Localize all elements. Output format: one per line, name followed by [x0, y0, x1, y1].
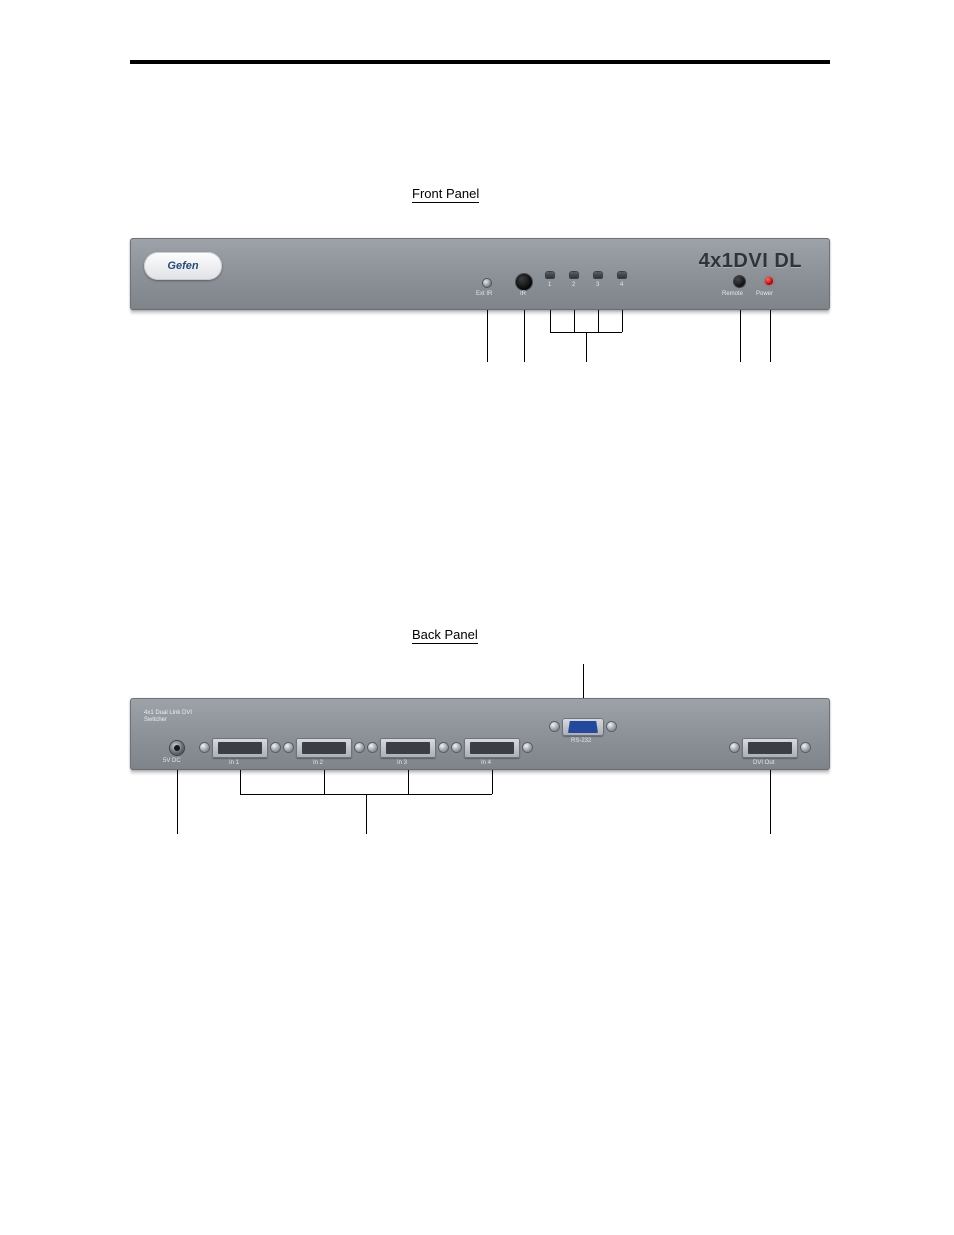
callout-line: [770, 310, 771, 362]
device-brand: 4x1DVI DL: [699, 250, 802, 273]
silk-in1: In 1: [229, 760, 239, 766]
led-4: [618, 272, 626, 278]
dvi-out: [742, 738, 798, 758]
dvi-in-3: [380, 738, 436, 758]
power-led: [765, 277, 773, 285]
callout-line: [240, 770, 241, 794]
remote-button: [734, 276, 745, 287]
callout-line: [586, 332, 587, 362]
silk-power: Power: [756, 291, 773, 297]
callout-line: [740, 310, 741, 362]
silk-ext-ir: Ext IR: [476, 291, 492, 297]
dvi-in-4: [464, 738, 520, 758]
led-2: [570, 272, 578, 278]
callout-line: [524, 310, 525, 362]
silk-4: 4: [620, 282, 623, 288]
front-panel-title: Front Panel: [412, 186, 479, 201]
silk-in2: In 2: [313, 760, 323, 766]
callout-line: [583, 664, 584, 698]
silk-in3: In 3: [397, 760, 407, 766]
rs232-port: [562, 718, 604, 736]
callout-line: [492, 770, 493, 794]
led-1: [546, 272, 554, 278]
silk-in4: In 4: [481, 760, 491, 766]
callout-line: [324, 770, 325, 794]
silk-3: 3: [596, 282, 599, 288]
silk-rs232: RS-232: [571, 738, 591, 744]
dvi-in-1: [212, 738, 268, 758]
header-rule: [130, 60, 830, 64]
silk-power-in: 5V DC: [163, 758, 181, 764]
callout-line: [177, 770, 178, 834]
callout-line: [622, 310, 623, 332]
power-jack: [170, 741, 184, 755]
silk-2: 2: [572, 282, 575, 288]
dvi-in-2: [296, 738, 352, 758]
callout-line: [550, 310, 551, 332]
led-3: [594, 272, 602, 278]
gefen-logo: Gefen: [144, 252, 222, 280]
callout-line: [574, 310, 575, 332]
callout-line: [598, 310, 599, 332]
device-front-panel: Gefen 4x1DVI DL Ext IR IR 1 2 3 4 Remote…: [130, 238, 830, 310]
callout-line: [408, 770, 409, 794]
silk-1: 1: [548, 282, 551, 288]
silk-ir: IR: [520, 291, 526, 297]
silk-remote: Remote: [722, 291, 743, 297]
ir-window: [516, 274, 532, 290]
ext-ir-jack: [483, 279, 491, 287]
silk-dvi-out: DVI Out: [753, 760, 774, 766]
callout-line: [487, 310, 488, 362]
back-panel-title: Back Panel: [412, 627, 478, 642]
back-model-label: 4x1 Dual Link DVISwitcher: [144, 710, 192, 724]
callout-line: [770, 770, 771, 834]
device-back-panel: 4x1 Dual Link DVISwitcher 5V DC In 1 In …: [130, 698, 830, 770]
callout-line: [366, 794, 367, 834]
